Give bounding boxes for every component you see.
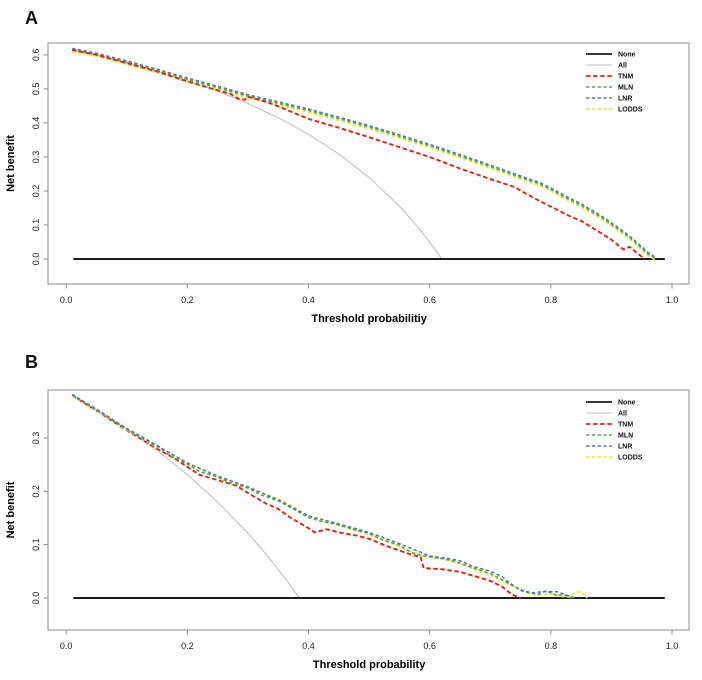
series-mln xyxy=(72,48,658,260)
y-tick-label: 0.0 xyxy=(31,253,41,266)
dca-plot-a: 0.0 0.2 0.4 0.6 0.8 1.0 0.0 0.1 0.2 0.3 0.4 0.5 0.6 T… xyxy=(5,42,690,325)
panel-b-label: B xyxy=(25,352,38,372)
legend-label-lnr: LNR xyxy=(618,444,632,451)
x-tick-label: 1.0 xyxy=(666,641,679,651)
y-tick-label: 0.6 xyxy=(31,49,41,62)
y-tick-label: 0.3 xyxy=(31,432,41,445)
series-lnr xyxy=(71,393,576,599)
x-tick-label: 1.0 xyxy=(666,295,679,305)
x-tick-label: 0.2 xyxy=(181,295,194,305)
plot-box xyxy=(47,389,690,631)
series-tnm xyxy=(71,394,521,599)
y-tick-label: 0.1 xyxy=(31,538,41,551)
series-mln xyxy=(71,394,573,599)
series-tnm xyxy=(72,48,646,260)
x-tick-label: 0.8 xyxy=(545,641,558,651)
x-axis-title: Threshold probability xyxy=(313,659,426,671)
legend-label-lodds: LODDS xyxy=(618,455,643,462)
x-tick-label: 0.6 xyxy=(423,641,436,651)
y-tick-label: 0.4 xyxy=(31,117,41,130)
plot-box xyxy=(47,42,690,285)
legend-label-mln: MLN xyxy=(618,433,633,440)
legend-label-mln: MLN xyxy=(618,85,633,92)
x-tick-label: 0.4 xyxy=(302,641,315,651)
panel-b: B 0.0 0.2 0.4 0.6 0.8 1.0 0.0 0.1 0.2 0.3 Threshol… xyxy=(0,340,702,680)
x-tick-label: 0.0 xyxy=(60,295,73,305)
legend-label-all: All xyxy=(618,63,627,70)
x-axis-title: Threshold probabilitiy xyxy=(311,313,427,325)
x-tick-label: 0.6 xyxy=(423,295,436,305)
y-tick-label: 0.3 xyxy=(31,151,41,164)
y-tick-label: 0.5 xyxy=(31,83,41,96)
x-tick-label: 0.8 xyxy=(545,295,558,305)
dca-plot-b: 0.0 0.2 0.4 0.6 0.8 1.0 0.0 0.1 0.2 0.3 Threshold … xyxy=(5,389,690,671)
x-tick-label: 0.0 xyxy=(60,641,73,651)
series-lodds xyxy=(71,395,588,599)
legend-label-tnm: TNM xyxy=(618,422,633,429)
y-tick-label: 0.2 xyxy=(31,185,41,198)
y-tick-label: 0.0 xyxy=(31,592,41,605)
legend-label-lodds: LODDS xyxy=(618,107,643,114)
series-all xyxy=(71,395,300,599)
panel-a: A 0.0 0.2 0.4 0.6 0.8 1.0 0.0 0.1 0.2 0.3 0.4 0.5 0.… xyxy=(5,8,690,325)
y-axis-title: Net benefit xyxy=(5,481,17,538)
legend-label-all: All xyxy=(618,411,627,418)
x-tick-label: 0.2 xyxy=(181,641,194,651)
legend-label-tnm: TNM xyxy=(618,74,633,81)
series-lnr xyxy=(72,47,658,259)
y-tick-label: 0.2 xyxy=(31,485,41,498)
y-tick-label: 0.1 xyxy=(31,219,41,232)
x-tick-label: 0.4 xyxy=(302,295,315,305)
series-lodds xyxy=(72,50,657,260)
legend-label-lnr: LNR xyxy=(618,96,632,103)
series-all xyxy=(72,48,443,260)
panel-a-label: A xyxy=(25,8,38,28)
legend-label-none: None xyxy=(618,400,636,407)
legend-label-none: None xyxy=(618,52,636,59)
y-axis-title: Net benefit xyxy=(5,135,17,192)
